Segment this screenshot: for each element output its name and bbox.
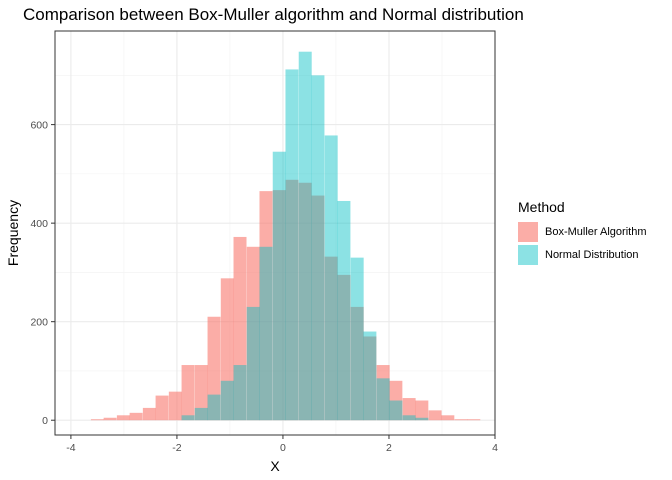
legend-item-box-muller: Box-Muller Algorithm [518, 221, 646, 243]
y-axis-title: Frequency [5, 200, 21, 266]
series-box-muller [90, 179, 481, 421]
legend: Method Box-Muller Algorithm Normal Distr… [518, 199, 646, 267]
histogram-bar [103, 417, 117, 421]
legend-label-box-muller: Box-Muller Algorithm [545, 226, 647, 238]
axes: -4 -2 0 2 4 0 200 400 600 [30, 120, 498, 454]
histogram-bar [324, 135, 338, 421]
histogram-bar [90, 419, 104, 421]
histogram-bar [350, 306, 364, 421]
histogram-bars [90, 51, 481, 421]
histogram-bar [441, 415, 455, 421]
histogram-bar [337, 274, 351, 421]
histogram-bar [311, 75, 325, 421]
histogram-bar [324, 256, 338, 421]
histogram-bar [233, 365, 247, 421]
histogram-bar [194, 407, 208, 421]
x-tick-label: 4 [492, 442, 498, 454]
histogram-bar [181, 365, 195, 421]
histogram-bar [181, 415, 195, 421]
histogram-bar [376, 365, 390, 421]
histogram-bar [467, 419, 481, 421]
histogram-bar [285, 179, 299, 421]
y-tick-label: 400 [30, 218, 48, 230]
histogram-bar [259, 246, 273, 421]
x-tick-label: -4 [66, 442, 75, 454]
histogram-bar [402, 415, 416, 421]
histogram-bar [415, 400, 429, 421]
histogram-bar [272, 190, 286, 421]
chart-title: Comparison between Box-Muller algorithm … [23, 5, 524, 24]
panel-border [54, 30, 496, 436]
y-tick-label: 0 [42, 415, 48, 427]
histogram-bar [129, 412, 143, 421]
histogram-bar [350, 257, 364, 421]
histogram-bar [155, 395, 169, 421]
histogram-bar [116, 415, 130, 421]
histogram-bar [207, 316, 221, 421]
x-axis-title: X [270, 458, 280, 474]
histogram-bar [454, 419, 468, 421]
legend-label-normal: Normal Distribution [545, 249, 639, 261]
legend-item-normal: Normal Distribution [518, 244, 646, 266]
x-tick-label: -2 [172, 442, 181, 454]
y-tick-label: 200 [30, 317, 48, 329]
x-tick-label: 2 [386, 442, 392, 454]
series-normal [181, 51, 429, 421]
histogram-bar [363, 336, 377, 421]
histogram-bar [246, 306, 260, 421]
histogram-bar [376, 378, 390, 421]
histogram-bar [402, 398, 416, 421]
x-tick-label: 0 [280, 442, 286, 454]
histogram-bar [311, 195, 325, 421]
histogram-bar [194, 365, 208, 421]
legend-title: Method [518, 199, 565, 215]
legend-swatch-normal [518, 245, 538, 265]
histogram-bar [246, 246, 260, 421]
histogram-bar [233, 236, 247, 421]
histogram-bar [142, 407, 156, 421]
histogram-bar [415, 417, 429, 421]
histogram-bar [363, 331, 377, 421]
histogram-bar [259, 191, 273, 421]
histogram-bar [168, 391, 182, 421]
histogram-bar [298, 182, 312, 421]
histogram-bar [220, 380, 234, 421]
histogram-bar [285, 69, 299, 421]
histogram-bar [389, 400, 403, 421]
histogram-bar [207, 394, 221, 421]
histogram-bar [272, 151, 286, 421]
histogram-bar [428, 410, 442, 421]
histogram-bar [389, 380, 403, 421]
histogram-bar [220, 278, 234, 421]
histogram-bar [337, 200, 351, 421]
histogram-bar [298, 51, 312, 421]
legend-swatch-box-muller [518, 222, 538, 242]
y-tick-label: 600 [30, 120, 48, 132]
